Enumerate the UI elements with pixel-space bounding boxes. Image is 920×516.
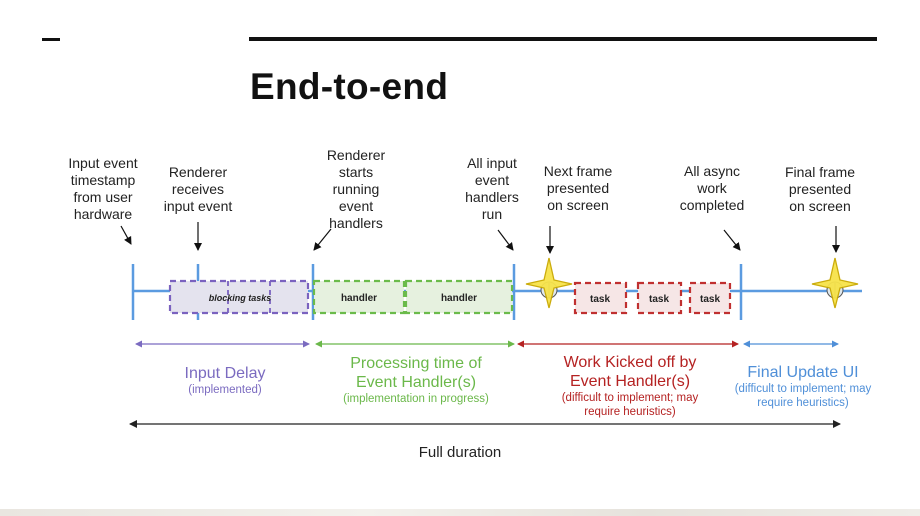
phase-final-update: Final Update UI (difficult to implement;…	[718, 363, 888, 410]
task-label-3: task	[700, 294, 720, 305]
frame-star-1-icon	[525, 257, 573, 309]
phase-work-kicked: Work Kicked off by Event Handler(s) (diff…	[540, 353, 720, 419]
task-box-3: task	[688, 281, 732, 315]
pointer-arrows	[120, 222, 840, 254]
decorative-bar-left	[42, 38, 60, 41]
phase-input-delay-sub: (implemented)	[188, 384, 262, 396]
slide-title: End-to-end	[250, 66, 449, 107]
phase-processing-title: Processing time of Event Handler(s)	[350, 355, 482, 391]
task-label-1: task	[590, 294, 610, 305]
handler-label-1: handler	[341, 293, 377, 304]
pointer-arrow-6	[723, 229, 741, 251]
task-box-2: task	[636, 281, 683, 315]
phase-final-update-sub: (difficult to implement; may require heur…	[734, 383, 872, 409]
pointer-arrow-3	[313, 228, 332, 251]
blocking-tasks-label: blocking tasks	[209, 293, 272, 303]
milestone-label-all-handlers-run: All input event handlers run	[465, 155, 519, 222]
milestone-label-renderer-receives: Renderer receives input event	[163, 164, 233, 214]
task-box-1: task	[573, 281, 628, 315]
decorative-bar-right	[249, 37, 877, 41]
full-duration-label: Full duration	[418, 444, 502, 461]
task-label-2: task	[649, 294, 669, 305]
milestone-label-final-frame: Final frame presented on screen	[784, 164, 856, 214]
blocking-tasks-box: blocking tasks	[168, 279, 310, 315]
pointer-arrow-4	[497, 229, 514, 251]
phase-input-delay: Input Delay (implemented)	[160, 364, 290, 397]
phase-processing-sub: (implementation in progress)	[343, 393, 489, 405]
phase-work-kicked-sub: (difficult to implement; may require heur…	[561, 392, 699, 418]
handler-label-2: handler	[441, 293, 477, 304]
footer-strip	[0, 509, 920, 516]
milestone-label-next-frame: Next frame presented on screen	[543, 163, 613, 213]
phase-processing: Processing time of Event Handler(s) (impl…	[326, 354, 506, 406]
pointer-arrow-1	[120, 225, 132, 245]
phase-work-kicked-title: Work Kicked off by Event Handler(s)	[563, 354, 697, 390]
handler-box-1: handler	[312, 279, 406, 315]
phase-final-update-title: Final Update UI	[747, 364, 859, 381]
frame-star-2-icon	[811, 257, 859, 309]
milestone-label-renderer-starts: Renderer starts running event handlers	[326, 147, 386, 231]
milestone-label-input-timestamp: Input event timestamp from user hardware	[68, 155, 138, 222]
handler-box-2: handler	[404, 279, 514, 315]
phase-input-delay-title: Input Delay	[184, 365, 266, 382]
milestone-label-async-completed: All async work completed	[679, 163, 745, 213]
